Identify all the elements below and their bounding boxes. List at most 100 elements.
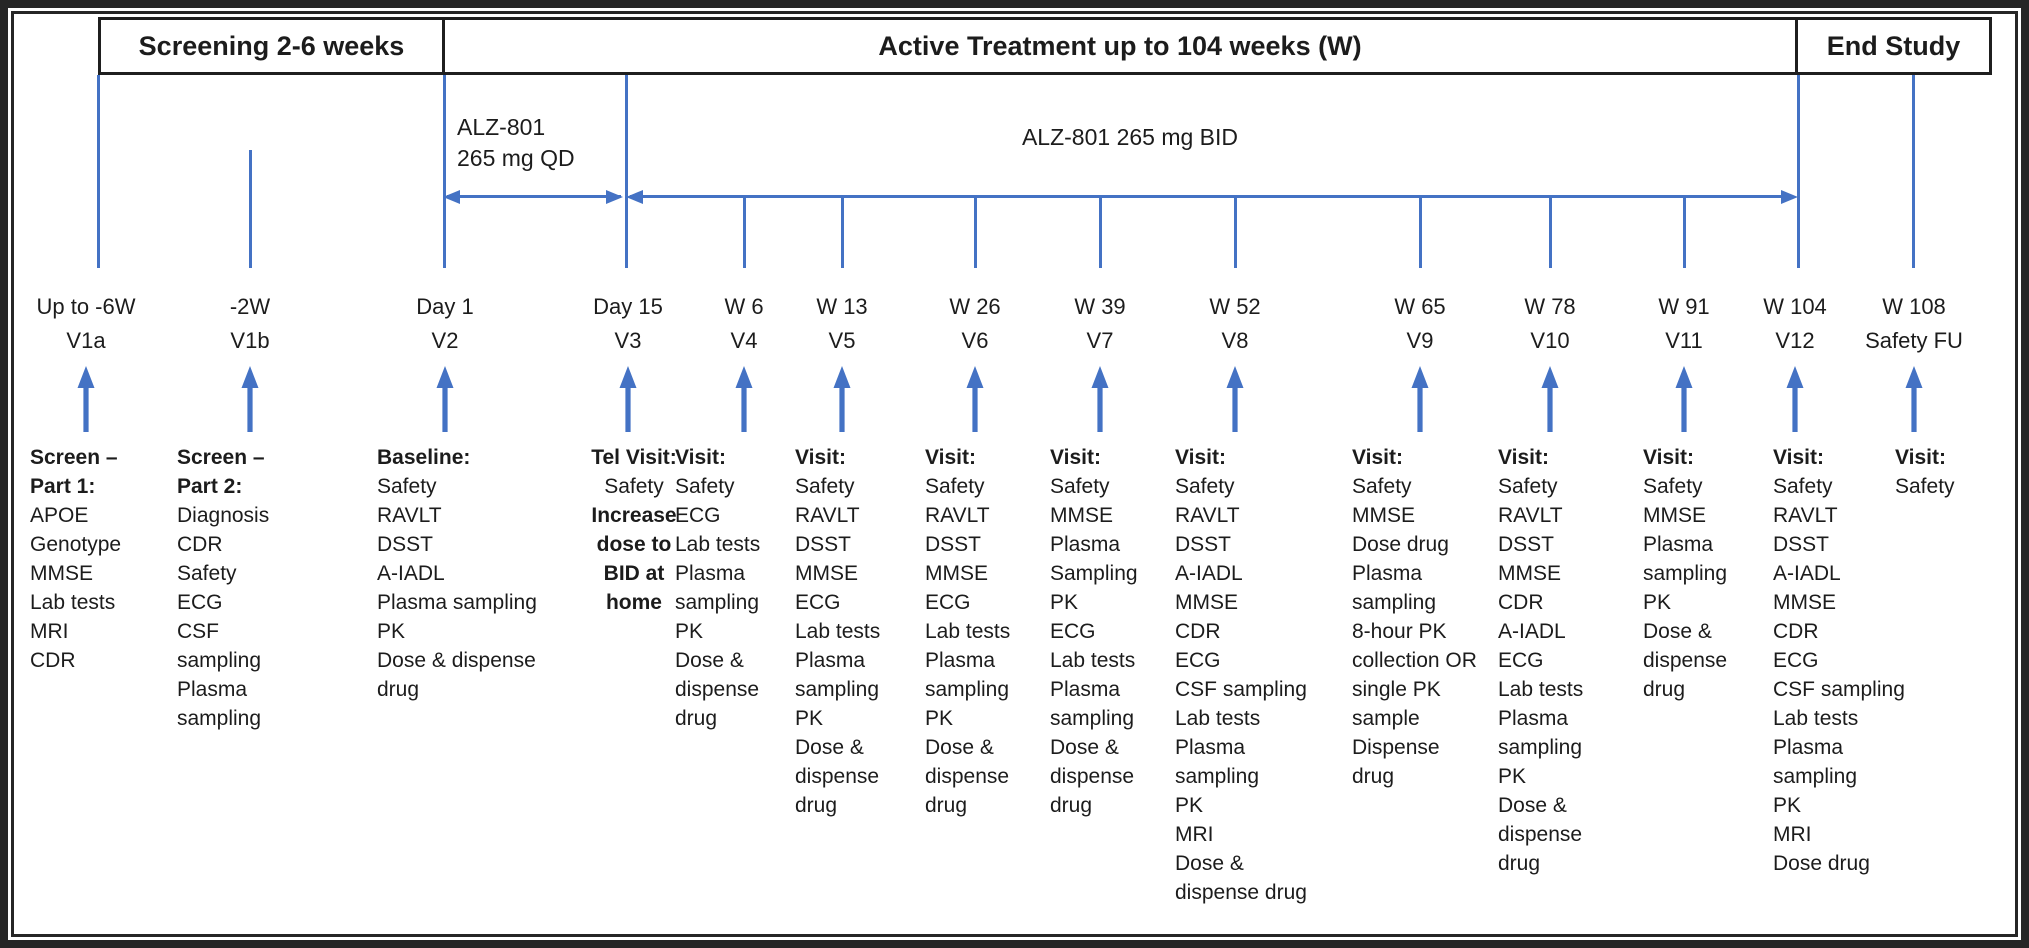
visit-activity-line: sampling	[1175, 765, 1260, 788]
visit-activity-line: A-IADL	[377, 562, 445, 585]
visit-activity-line: PK	[1773, 794, 1802, 817]
timepoint-period-label: W 108	[1882, 294, 1946, 319]
visit-activity-line: Plasma sampling	[377, 591, 537, 614]
visit-column: Visit: Safety RAVLT DSST A-IADL MMSE CDR ECG CSF…	[1175, 443, 1307, 907]
visit-activity-line: Visit:	[1773, 446, 1824, 469]
visit-activity-line: single PK	[1352, 678, 1441, 701]
visit-activity-line: dispense drug	[1175, 881, 1307, 904]
visit-activity-line: Plasma	[1498, 707, 1569, 730]
visit-column: Screen – Part 2: Diagnosis CDR Safety ECG CSF s…	[177, 443, 269, 733]
visit-activity-line: RAVLT	[1498, 504, 1563, 527]
timeline-tick	[1682, 197, 1686, 268]
timepoint-period-label: Day 1	[416, 294, 474, 319]
visit-activity-line: ECG	[1175, 649, 1221, 672]
visit-activity-line: dispense	[1050, 765, 1135, 788]
visit-activity-line: Screen –	[30, 446, 118, 469]
up-arrow-icon	[1785, 366, 1805, 432]
visit-number-label: V6	[961, 328, 989, 353]
visit-activity-line: drug	[1352, 765, 1395, 788]
up-arrow-icon	[1904, 366, 1924, 432]
timepoint-period-label: W 39	[1074, 294, 1126, 319]
timeline-line	[1911, 75, 1915, 268]
visit-activity-line: ECG	[795, 591, 841, 614]
visit-activity-line: Plasma	[1050, 678, 1121, 701]
visit-number-label: V9	[1406, 328, 1434, 353]
visit-activity-line: Dose &	[675, 649, 744, 672]
visit-activity-line: sample	[1352, 707, 1420, 730]
visit-column: Visit: Safety RAVLT DSST MMSE CDR A-IADL ECG Lab…	[1498, 443, 1583, 878]
up-arrow-icon	[1674, 366, 1694, 432]
timepoint-period-label: Day 15	[593, 294, 663, 319]
timepoint-label: W 104 V12	[1700, 290, 1890, 358]
visit-activity-line: Screen –	[177, 446, 265, 469]
visit-activity-line: sampling	[795, 678, 880, 701]
visit-activity-line: drug	[795, 794, 838, 817]
up-arrow-icon	[1090, 366, 1110, 432]
visit-activity-line: Diagnosis	[177, 504, 270, 527]
visit-activity-line: Dispense	[1352, 736, 1440, 759]
visit-activity-line: Dose &	[795, 736, 864, 759]
qd-arrowhead-right-icon	[606, 190, 623, 204]
phase-box-active-treatment: Active Treatment up to 104 weeks (W)	[442, 17, 1798, 75]
inner-border	[11, 11, 2018, 937]
visit-activity-line: sampling	[1773, 765, 1858, 788]
timeline-tick	[973, 197, 977, 268]
timepoint-label: W 78 V10	[1455, 290, 1645, 358]
visit-activity-line: RAVLT	[1175, 504, 1240, 527]
visit-activity-line: Lab tests	[30, 591, 116, 614]
visit-number-label: V11	[1665, 328, 1703, 353]
visit-activity-line: sampling	[1352, 591, 1437, 614]
timeline-tick	[840, 197, 844, 268]
visit-activity-line: Lab tests	[925, 620, 1011, 643]
visit-activity-line: CDR	[1175, 620, 1221, 643]
timepoint-label: W 6 V4	[649, 290, 839, 358]
visit-activity-line: ECG	[675, 504, 721, 527]
visit-activity-line: Safety	[925, 475, 985, 498]
visit-activity-line: Safety	[1643, 475, 1703, 498]
phase-box-screening: Screening 2-6 weeks	[98, 17, 445, 75]
timepoint-period-label: Up to -6W	[36, 294, 136, 319]
visit-activity-line: CSF sampling	[1175, 678, 1307, 701]
visit-number-label: V12	[1775, 328, 1815, 353]
visit-activity-line: MMSE	[1498, 562, 1561, 585]
up-arrow-icon	[76, 366, 96, 432]
visit-activity-line: Safety	[675, 475, 735, 498]
visit-activity-line: sampling	[1643, 562, 1728, 585]
visit-number-label: V4	[730, 328, 758, 353]
visit-number-label: V1b	[230, 328, 270, 353]
visit-activity-line: MMSE	[1643, 504, 1706, 527]
visit-activity-line: sampling	[177, 649, 262, 672]
visit-activity-line: drug	[1643, 678, 1686, 701]
timepoint-label: W 13 V5	[747, 290, 937, 358]
visit-activity-line: PK	[1498, 765, 1527, 788]
visit-activity-line: Visit:	[1498, 446, 1549, 469]
visit-activity-line: BID at	[603, 562, 665, 585]
visit-activity-line: Plasma	[925, 649, 996, 672]
qd-arrowhead-left-icon	[443, 190, 460, 204]
up-arrow-icon	[1410, 366, 1430, 432]
visit-activity-line: DSST	[1175, 533, 1232, 556]
timeline-tick	[1418, 197, 1422, 268]
visit-activity-line: PK	[1175, 794, 1204, 817]
timepoint-label: Day 15 V3	[533, 290, 723, 358]
timeline-line	[96, 75, 100, 268]
visit-activity-line: RAVLT	[377, 504, 442, 527]
qd-dose-label: ALZ-801 265 mg QD	[457, 112, 575, 174]
visit-activity-line: dispense	[1498, 823, 1583, 846]
visit-activity-line: DSST	[377, 533, 434, 556]
visit-activity-line: Dose &	[1175, 852, 1244, 875]
visit-activity-line: dispense	[925, 765, 1010, 788]
visit-activity-line: collection OR	[1352, 649, 1477, 672]
phase-label-screening: Screening 2-6 weeks	[138, 30, 405, 61]
visit-column: Visit: Safety RAVLT DSST MMSE ECG Lab tests Pla…	[795, 443, 880, 820]
visit-activity-line: Lab tests	[795, 620, 881, 643]
visit-activity-line: CDR	[30, 649, 76, 672]
visit-column: Visit: Safety RAVLT DSST A-IADL MMSE CDR ECG CSF…	[1773, 443, 1905, 878]
timepoint-period-label: W 91	[1658, 294, 1710, 319]
visit-activity-line: drug	[925, 794, 968, 817]
timepoint-period-label: W 78	[1524, 294, 1576, 319]
visit-activity-line: CDR	[177, 533, 223, 556]
